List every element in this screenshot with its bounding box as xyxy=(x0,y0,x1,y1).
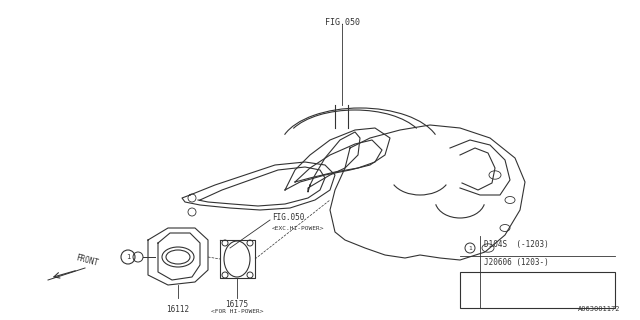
Text: A063001172: A063001172 xyxy=(577,306,620,312)
Text: 1: 1 xyxy=(126,254,130,260)
Text: FIG.050: FIG.050 xyxy=(324,18,360,27)
Text: D104S  (-1203): D104S (-1203) xyxy=(484,239,548,249)
Text: J20606 (1203-): J20606 (1203-) xyxy=(484,258,548,267)
Text: <EXC.HI-POWER>: <EXC.HI-POWER> xyxy=(272,226,324,230)
Text: FIG.050: FIG.050 xyxy=(272,213,305,222)
Text: <FOR HI-POWER>: <FOR HI-POWER> xyxy=(211,309,263,314)
Text: FRONT: FRONT xyxy=(75,253,100,268)
Bar xyxy=(460,272,615,308)
Text: 1: 1 xyxy=(468,245,472,251)
Text: 16112: 16112 xyxy=(166,305,189,314)
Text: 16175: 16175 xyxy=(225,300,248,309)
